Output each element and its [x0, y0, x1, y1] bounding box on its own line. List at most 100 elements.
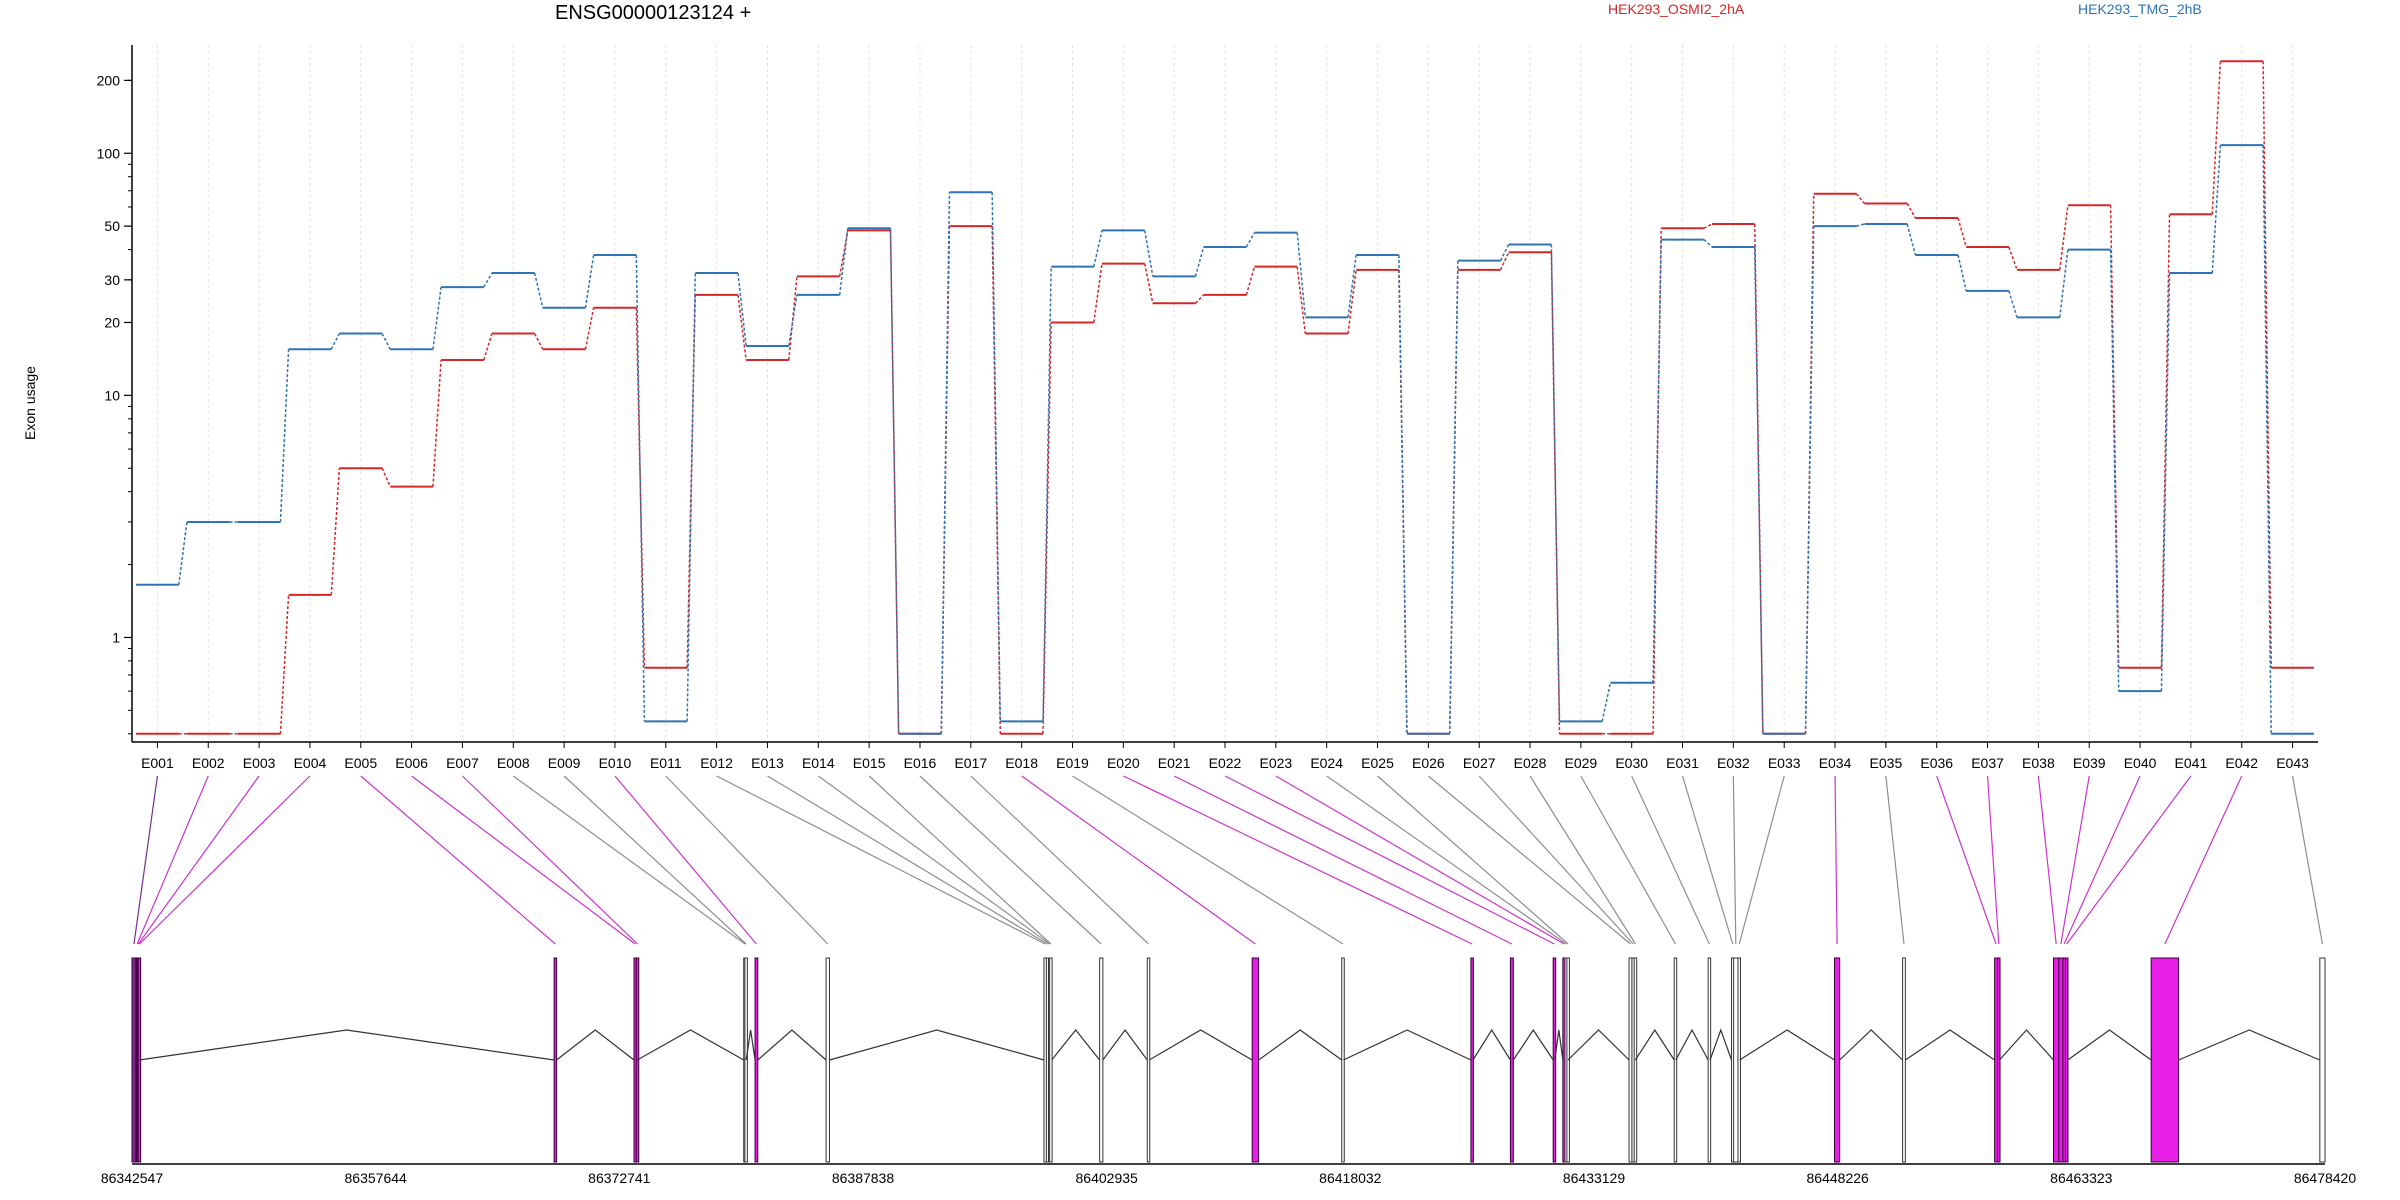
- x-tick-label-e019: E019: [1056, 755, 1089, 771]
- series-lines: [136, 60, 2314, 735]
- intron: [556, 1029, 635, 1061]
- y-tick-label: 1: [112, 629, 120, 645]
- intron: [1148, 1029, 1253, 1061]
- series-connector: [279, 349, 290, 522]
- series-connector: [2160, 214, 2171, 668]
- x-tick-label-e017: E017: [954, 755, 987, 771]
- series-connector: [2211, 145, 2222, 274]
- genomic-tick-label: 86463323: [2050, 1170, 2113, 1186]
- x-tick-label-e005: E005: [344, 755, 377, 771]
- intron: [636, 1029, 745, 1061]
- x-tick-label-e023: E023: [1259, 755, 1292, 771]
- connector-e033: [1738, 775, 1785, 945]
- x-tick-label-e039: E039: [2073, 755, 2106, 771]
- series-connector: [2008, 246, 2018, 271]
- x-tick-label-e021: E021: [1158, 755, 1191, 771]
- genomic-tick-label: 86387838: [832, 1170, 895, 1186]
- exon-box-e041: [2064, 957, 2069, 1163]
- series-connector: [483, 333, 493, 361]
- series-connector: [1906, 223, 1917, 256]
- x-tick-label-e012: E012: [700, 755, 733, 771]
- y-tick-label: 30: [104, 272, 120, 288]
- x-tick-label-e022: E022: [1209, 755, 1242, 771]
- connector-e035: [1885, 775, 1905, 945]
- series-connector: [788, 294, 798, 347]
- series-connector: [533, 272, 544, 308]
- y-tick-label: 20: [104, 314, 120, 330]
- connector-e038: [2037, 775, 2057, 945]
- intron: [1709, 1028, 1733, 1061]
- genomic-tick-label: 86448226: [1807, 1170, 1870, 1186]
- x-tick-label-e002: E002: [192, 755, 225, 771]
- intron: [1258, 1029, 1343, 1061]
- connector-e034: [1834, 775, 1838, 945]
- y-tick-label: 100: [97, 145, 121, 161]
- legend-series-2: HEK293_TMG_2hB: [2078, 1, 2202, 17]
- chart-title: ENSG00000123124 +: [555, 2, 752, 24]
- genomic-tick-label: 86418032: [1319, 1170, 1382, 1186]
- connector-e019: [1072, 775, 1344, 945]
- x-tick-label-e007: E007: [446, 755, 479, 771]
- x-tick-label-e009: E009: [548, 755, 581, 771]
- x-tick-label-e020: E020: [1107, 755, 1140, 771]
- series-connector: [2262, 61, 2272, 668]
- series-connector: [1042, 322, 1052, 734]
- connector-e042: [2164, 775, 2243, 945]
- x-tick-label-e030: E030: [1615, 755, 1648, 771]
- series-connector: [788, 276, 798, 361]
- intron: [1567, 1029, 1630, 1061]
- x-tick-label-e025: E025: [1361, 755, 1394, 771]
- series-connector: [1906, 203, 1917, 219]
- intron: [1102, 1028, 1148, 1061]
- series-connector: [2109, 249, 2120, 692]
- x-tick-label-e008: E008: [497, 755, 530, 771]
- series-connector: [1093, 263, 1103, 323]
- series-connector: [584, 254, 595, 308]
- connector-e008: [512, 775, 746, 945]
- series-connector: [1093, 230, 1103, 267]
- connector-e022: [1224, 775, 1555, 945]
- intron: [2067, 1029, 2152, 1061]
- series-connector: [1194, 246, 1205, 277]
- connector-e007: [462, 775, 638, 945]
- series-connector: [1296, 266, 1307, 334]
- exon-box-e018: [1251, 957, 1260, 1163]
- series-connector: [381, 467, 391, 487]
- series-connector: [1856, 223, 1865, 227]
- exon-box-e034: [1834, 957, 1841, 1163]
- exon-box-e032: [1733, 957, 1739, 1163]
- x-tick-label-e006: E006: [395, 755, 428, 771]
- exon-box-e042: [2150, 957, 2180, 1163]
- y-axis-label: Exon usage: [22, 366, 38, 440]
- intron: [1839, 1029, 1904, 1061]
- x-tick-label-e018: E018: [1005, 755, 1038, 771]
- intron: [1051, 1029, 1101, 1061]
- connector-e017: [970, 775, 1149, 945]
- series-connector: [178, 521, 188, 585]
- series-connector: [2211, 61, 2222, 215]
- x-tick-label-e028: E028: [1514, 755, 1547, 771]
- connector-e030: [1631, 775, 1710, 945]
- connector-e025: [1377, 775, 1569, 945]
- connector-e006: [411, 775, 636, 945]
- exon-box-e005: [553, 957, 558, 1163]
- connector-e032: [1732, 775, 1737, 945]
- series-connector: [279, 594, 290, 734]
- connector-e039: [2060, 775, 2090, 945]
- exon-box-e010: [754, 957, 759, 1163]
- exon-box-e035: [1902, 957, 1906, 1163]
- series-connector: [1143, 230, 1154, 277]
- intron: [1554, 1029, 1564, 1061]
- connector-e029: [1580, 775, 1677, 945]
- connector-e004: [139, 775, 311, 945]
- exon-box-e043: [2319, 957, 2326, 1163]
- genomic-tick-label: 86372741: [588, 1170, 651, 1186]
- series-2: [136, 144, 2314, 735]
- x-tick-label-e036: E036: [1920, 755, 1953, 771]
- series-connector: [1499, 251, 1510, 271]
- exon-box-e039: [2058, 957, 2064, 1163]
- exon-box-e011: [825, 957, 830, 1163]
- series-connector: [940, 192, 951, 734]
- intron: [1739, 1029, 1835, 1061]
- series-connector: [533, 333, 544, 350]
